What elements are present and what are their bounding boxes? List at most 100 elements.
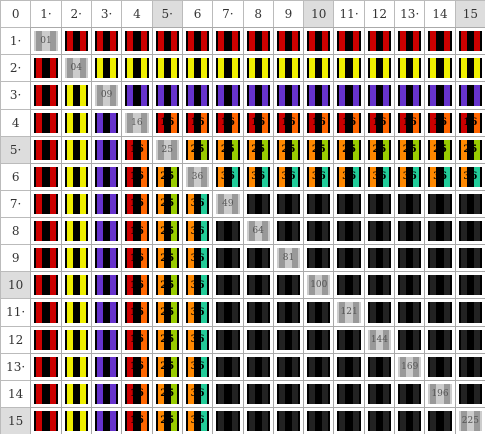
cell-stripe — [170, 275, 177, 296]
cell-stripe — [79, 221, 86, 242]
cell: 4 — [60, 162, 92, 191]
cell-value: 196 — [431, 388, 449, 399]
cell-inner: 4 — [367, 58, 392, 79]
cell-value: 9 — [224, 89, 232, 101]
cell-stripe — [170, 166, 177, 187]
column-header: 14 — [424, 0, 456, 29]
cell-stripe — [96, 139, 103, 160]
cell-value: 9 — [194, 89, 202, 101]
cell-stripe — [413, 58, 420, 79]
cell-stripe — [309, 112, 316, 133]
cell-stripe — [201, 383, 208, 404]
cell-stripe — [261, 85, 268, 106]
cell-stripe — [369, 166, 376, 187]
cell-stripe — [369, 221, 376, 242]
cell: 1 — [30, 271, 62, 300]
cell-inner: 36 — [398, 166, 422, 187]
cell-stripe — [430, 329, 437, 350]
cell: 16 — [363, 108, 396, 137]
cell: 1 — [454, 27, 485, 56]
cell-stripe — [261, 193, 268, 214]
cell-value: 36 — [190, 279, 205, 291]
cell: 25 — [303, 135, 335, 164]
cell-stripe — [157, 275, 164, 296]
cell-stripe — [218, 31, 225, 52]
cell-stripe — [127, 410, 134, 431]
cell: 09 — [90, 81, 123, 110]
cell-value: 9 — [103, 198, 111, 210]
cell — [272, 406, 305, 434]
cell-stripe — [218, 58, 225, 79]
cell-stripe — [309, 248, 316, 269]
cell-inner — [276, 410, 301, 431]
cell-inner — [337, 329, 361, 350]
cell-stripe — [140, 112, 147, 133]
cell-stripe — [292, 85, 299, 106]
cell-inner: 4 — [307, 58, 331, 79]
cell: 36 — [242, 162, 274, 191]
cell-stripe — [413, 221, 420, 242]
cell-value: 1 — [42, 334, 50, 346]
cell-stripe — [352, 139, 359, 160]
cell-value: 25 — [281, 144, 296, 156]
cell-inner — [246, 302, 270, 323]
cell: 36 — [333, 162, 365, 191]
cell-inner: 1 — [276, 31, 301, 52]
cell-inner: 169 — [398, 356, 422, 377]
cell-stripe — [383, 166, 390, 187]
cell: 9 — [303, 81, 335, 110]
cell-stripe — [248, 193, 255, 214]
cell-stripe — [292, 383, 299, 404]
cell — [363, 189, 396, 218]
cell: 16 — [121, 352, 153, 381]
cell-value: 9 — [103, 144, 111, 156]
cell-inner — [458, 275, 482, 296]
cell-stripe — [66, 58, 73, 79]
cell-value: 9 — [315, 89, 323, 101]
cell-stripe — [201, 275, 208, 296]
cell-stripe — [96, 58, 103, 79]
cell-stripe — [79, 410, 86, 431]
cell — [272, 217, 305, 246]
cell-inner: 1 — [367, 31, 392, 52]
cell-stripe — [248, 248, 255, 269]
cell-value: 16 — [129, 171, 144, 183]
cell — [394, 271, 426, 300]
cell-value: 1 — [133, 35, 141, 47]
cell-inner: 36 — [185, 410, 210, 431]
cell-value: 36 — [463, 171, 478, 183]
cell-stripe — [322, 112, 329, 133]
cell — [424, 189, 456, 218]
cell — [424, 406, 456, 434]
cell-inner: 9 — [428, 85, 452, 106]
cell: 4 — [60, 271, 92, 300]
cell-stripe — [79, 193, 86, 214]
cell-stripe — [261, 302, 268, 323]
cell-stripe — [352, 193, 359, 214]
cell-value: 1 — [42, 171, 50, 183]
cell-inner: 9 — [398, 85, 422, 106]
cell: 144 — [363, 325, 396, 354]
cell-stripe — [369, 139, 376, 160]
cell-value: 9 — [103, 334, 111, 346]
cell-inner: 9 — [94, 383, 119, 404]
cell-inner — [307, 248, 331, 269]
cell-inner: 1 — [307, 31, 331, 52]
cell-stripe — [322, 31, 329, 52]
cell-stripe — [66, 275, 73, 296]
cell-stripe — [278, 329, 285, 350]
cell: 36 — [454, 162, 485, 191]
cell-stripe — [352, 221, 359, 242]
cell-stripe — [36, 85, 43, 106]
cell-stripe — [261, 31, 268, 52]
cell-inner: 4 — [64, 221, 88, 242]
cell — [212, 244, 244, 273]
cell-stripe — [292, 139, 299, 160]
cell-stripe — [110, 112, 117, 133]
cell-stripe — [322, 383, 329, 404]
cell-stripe — [140, 85, 147, 106]
cell — [303, 189, 335, 218]
cell: 16 — [121, 379, 153, 408]
cell-stripe — [170, 383, 177, 404]
cell-stripe — [309, 329, 316, 350]
